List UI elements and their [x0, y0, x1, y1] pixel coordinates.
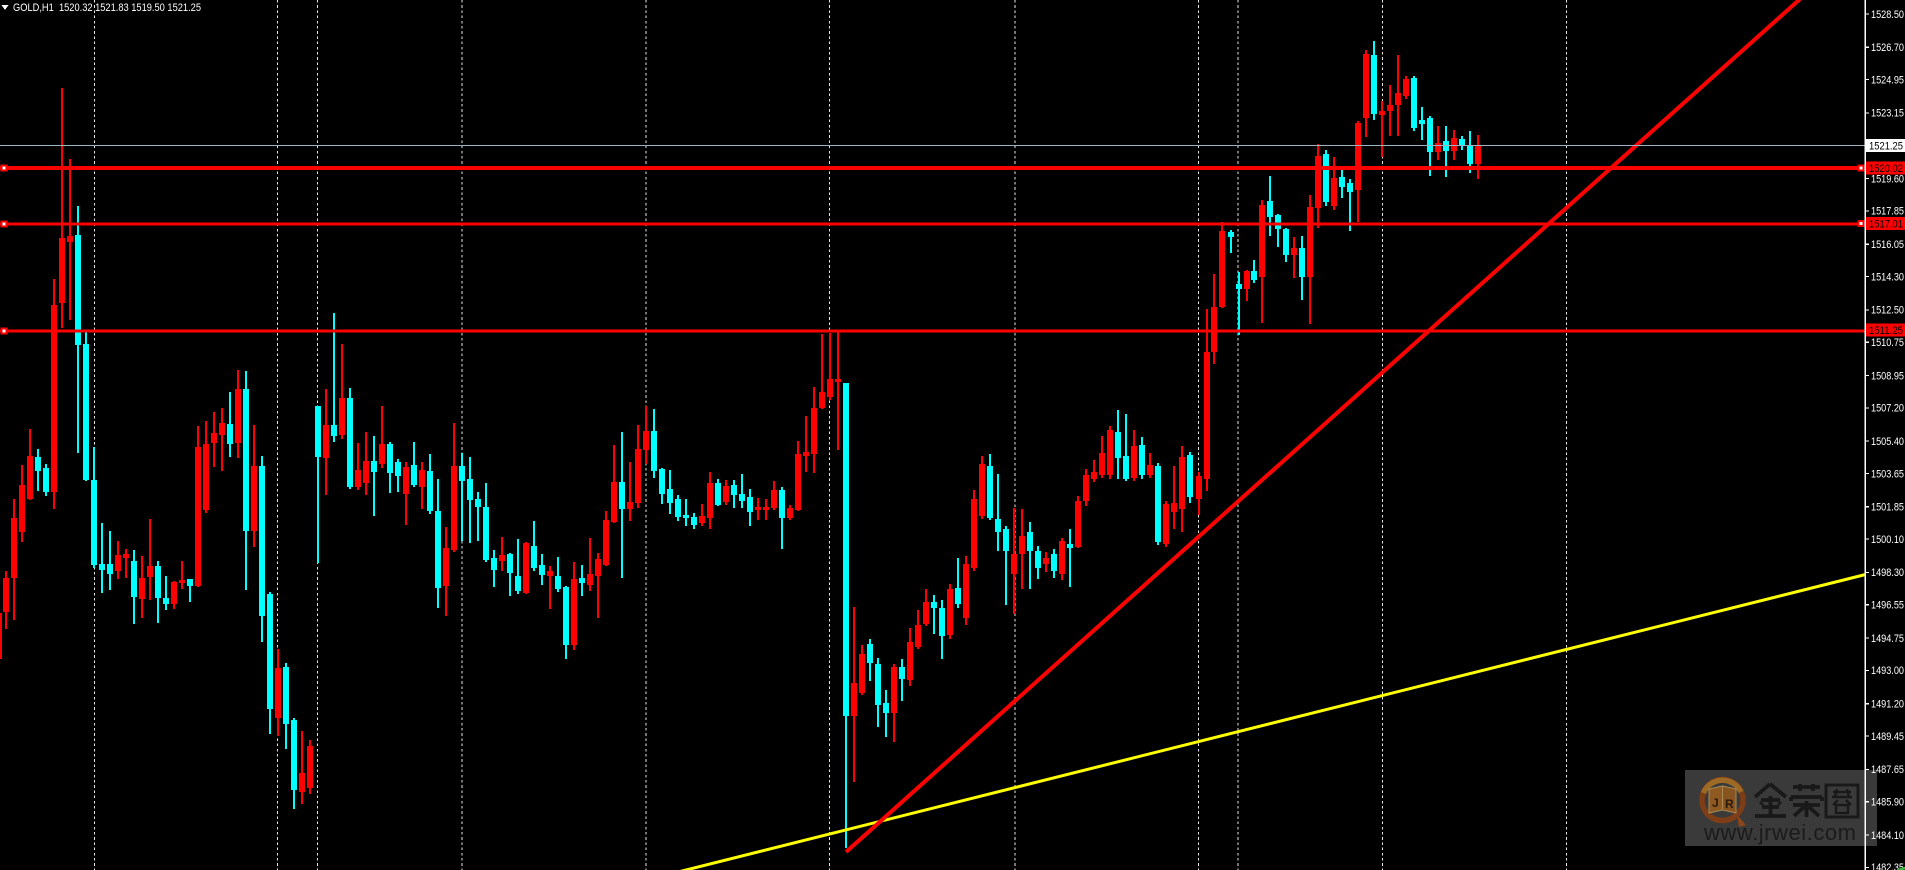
svg-text:1507.20: 1507.20: [1871, 403, 1904, 415]
svg-text:1517.85: 1517.85: [1871, 206, 1904, 218]
svg-text:1500.10: 1500.10: [1871, 534, 1904, 546]
svg-text:1493.00: 1493.00: [1871, 665, 1904, 677]
svg-text:1505.40: 1505.40: [1871, 436, 1904, 448]
svg-text:1510.75: 1510.75: [1871, 337, 1904, 349]
svg-text:1511.25: 1511.25: [1869, 325, 1903, 337]
svg-text:1496.55: 1496.55: [1871, 600, 1904, 612]
svg-text:1528.50: 1528.50: [1871, 9, 1904, 21]
svg-text:1482.35: 1482.35: [1871, 862, 1904, 870]
svg-text:1503.65: 1503.65: [1871, 468, 1904, 480]
svg-text:1517.01: 1517.01: [1869, 218, 1903, 230]
svg-text:1521.25: 1521.25: [1869, 141, 1903, 153]
svg-text:1514.30: 1514.30: [1871, 271, 1904, 283]
svg-text:J: J: [1712, 796, 1719, 810]
svg-text:1519.60: 1519.60: [1871, 173, 1904, 185]
svg-text:1485.90: 1485.90: [1871, 797, 1904, 809]
svg-text:1489.45: 1489.45: [1871, 731, 1904, 743]
svg-text:1524.95: 1524.95: [1871, 74, 1904, 86]
svg-text:1526.70: 1526.70: [1871, 42, 1904, 54]
svg-text:1494.75: 1494.75: [1871, 633, 1904, 645]
svg-text:GOLD,H1 1520.32 1521.83 1519.: GOLD,H1 1520.32 1521.83 1519.50 1521.25: [13, 2, 201, 14]
svg-text:1520.02: 1520.02: [1869, 163, 1903, 175]
svg-text:www.jrwei.com: www.jrwei.com: [1703, 820, 1856, 845]
svg-text:R: R: [1725, 797, 1734, 811]
svg-text:1516.05: 1516.05: [1871, 239, 1904, 251]
svg-text:1484.10: 1484.10: [1871, 830, 1904, 842]
svg-text:1523.15: 1523.15: [1871, 108, 1904, 120]
svg-text:1508.95: 1508.95: [1871, 370, 1904, 382]
svg-text:1498.30: 1498.30: [1871, 567, 1904, 579]
svg-text:1487.65: 1487.65: [1871, 764, 1904, 776]
svg-text:1501.85: 1501.85: [1871, 502, 1904, 514]
svg-text:1512.50: 1512.50: [1871, 305, 1904, 317]
svg-text:1491.20: 1491.20: [1871, 699, 1904, 711]
